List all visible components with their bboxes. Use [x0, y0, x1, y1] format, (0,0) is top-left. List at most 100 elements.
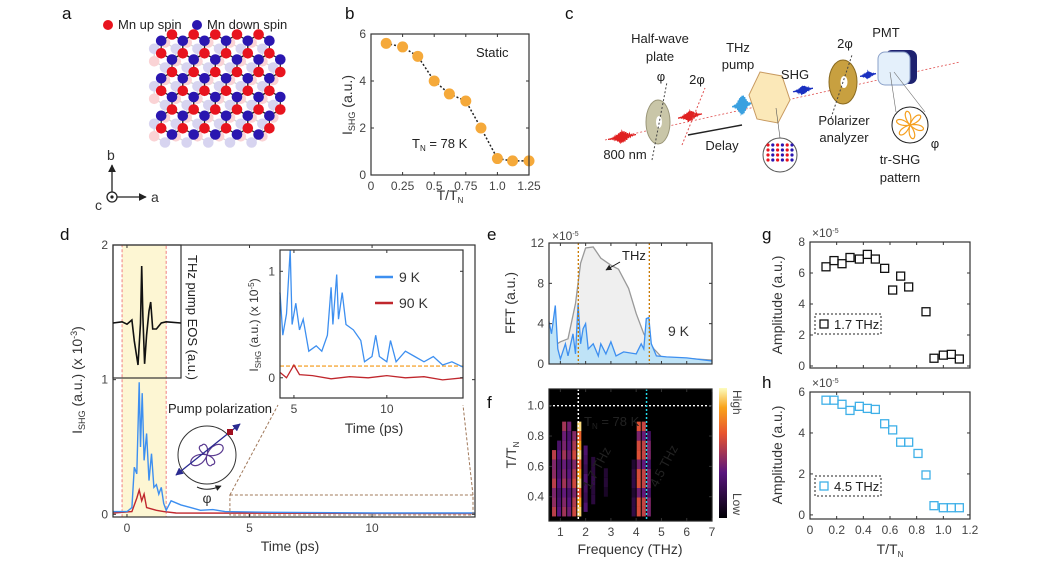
mn-down-atom — [220, 35, 232, 47]
lattice-atom — [776, 158, 780, 162]
data-point — [862, 403, 872, 414]
mn-up-atom — [242, 85, 254, 97]
thz-pump-pulse — [732, 95, 752, 117]
bond — [218, 98, 231, 106]
plot-area — [112, 244, 476, 518]
lattice-atom — [776, 148, 780, 152]
y-axis-label: FFT (a.u.) — [502, 272, 518, 334]
setup-label-delay: Delay — [705, 138, 739, 153]
mn-up-atom — [177, 48, 189, 59]
data-point — [854, 401, 864, 411]
mn-up-atom — [148, 93, 160, 105]
mn-down-atom — [224, 137, 236, 148]
x-tick-label: 6 — [683, 525, 690, 539]
y-tick-label: 6 — [359, 27, 366, 41]
mn-down-atom — [155, 110, 167, 122]
data-point — [829, 395, 839, 405]
colorbar-low-label: Low — [730, 493, 744, 515]
heatmap-cell — [603, 477, 608, 488]
bond — [229, 116, 242, 125]
data-point — [896, 437, 906, 447]
c-axis-dot — [110, 195, 114, 199]
heatmap-cell — [591, 466, 596, 476]
mn-down-atom — [242, 35, 254, 47]
heatmap-cell — [572, 488, 577, 498]
setup-label-half-wave-1: Half-wave — [631, 31, 689, 46]
heatmap-cell — [577, 478, 582, 488]
data-point — [443, 88, 455, 100]
data-point — [837, 399, 847, 409]
heatmap-cell — [557, 497, 562, 507]
heatmap-cell — [552, 497, 557, 507]
mn-up-atom — [199, 123, 210, 134]
heatmap-cell — [636, 440, 641, 451]
panel-label-g: g — [762, 225, 771, 244]
pump-polarization-diagram: Pump polarization φ — [168, 401, 272, 506]
data-point — [921, 470, 931, 480]
mn-up-atom — [253, 66, 264, 78]
lattice-bonds — [155, 29, 286, 140]
data-point — [397, 41, 409, 53]
scale-exp: -5 — [572, 231, 578, 238]
panel-g-chart: 0 2 4 6 8 1.7 THz ×10-5 Amplitude (a.u.) — [769, 226, 971, 373]
y-tick-label: 0 — [268, 371, 275, 385]
bond — [175, 60, 187, 69]
y-axis-label: Amplitude (a.u.) — [769, 256, 785, 355]
x-tick-label: 1.25 — [517, 179, 541, 193]
heatmap-cell — [562, 488, 567, 498]
y-axis-label: ISHG (a.u.) (x 10-5) — [247, 278, 263, 371]
heatmap-cell — [583, 483, 588, 493]
data-point — [491, 153, 503, 165]
heatmap-cell — [552, 450, 557, 460]
eos-waveform — [112, 265, 181, 366]
bond — [240, 135, 252, 144]
y-tick-label: 2 — [101, 238, 108, 252]
mn-up-atom — [166, 29, 178, 40]
y-label-part: (a.u.) (x 10 — [247, 289, 261, 351]
x-tick-label: 0.75 — [454, 179, 478, 193]
mn-up-atom — [177, 85, 189, 97]
lattice-atom — [776, 143, 780, 147]
heatmap-cell — [577, 440, 582, 451]
mn-up-atom — [231, 66, 243, 78]
y-tick-label: 0 — [359, 168, 366, 182]
tr-shg-pattern — [896, 110, 924, 140]
heatmap-cell — [577, 497, 582, 507]
heatmap-cell — [557, 488, 562, 498]
scale-factor: ×10-5 — [812, 226, 839, 240]
plot-area — [380, 37, 535, 167]
x-tick-label: 3 — [608, 525, 615, 539]
heatmap-cell — [603, 487, 608, 497]
data-point — [475, 122, 487, 134]
mn-down-atom — [155, 73, 167, 84]
bond — [197, 60, 209, 69]
mn-down-atom — [220, 110, 232, 122]
heatmap-cell — [636, 431, 641, 441]
mn-down-atom — [188, 129, 199, 140]
x-tick-label: 7 — [709, 525, 716, 539]
heatmap-cell — [562, 459, 567, 470]
y-tick-label: 4 — [537, 317, 544, 331]
heatmap-cell — [557, 469, 562, 479]
heatmap-cell — [557, 450, 562, 460]
heatmap-cell — [557, 459, 562, 470]
heatmap-cell — [567, 469, 572, 479]
mn-down-atom — [159, 137, 171, 148]
axes-box — [809, 241, 971, 369]
mn-up-atom — [148, 131, 160, 142]
y-tick-label: 0 — [537, 357, 544, 371]
heatmap-cell — [572, 450, 577, 460]
y-label-part: I — [69, 430, 85, 434]
mn-down-atom — [188, 54, 199, 65]
thz-annotation-arrow — [605, 261, 621, 271]
legend-box — [814, 313, 882, 335]
mn-up-atom — [148, 56, 160, 67]
tn-rest: = 78 K — [598, 414, 640, 429]
plot-area — [821, 249, 964, 364]
pmt-line — [893, 71, 926, 113]
heatmap-cell — [557, 478, 562, 488]
phi-label: φ — [202, 490, 211, 506]
y-label-part: I — [247, 368, 261, 371]
lattice-atom — [766, 148, 770, 152]
probe-pulse-800nm — [608, 129, 636, 144]
